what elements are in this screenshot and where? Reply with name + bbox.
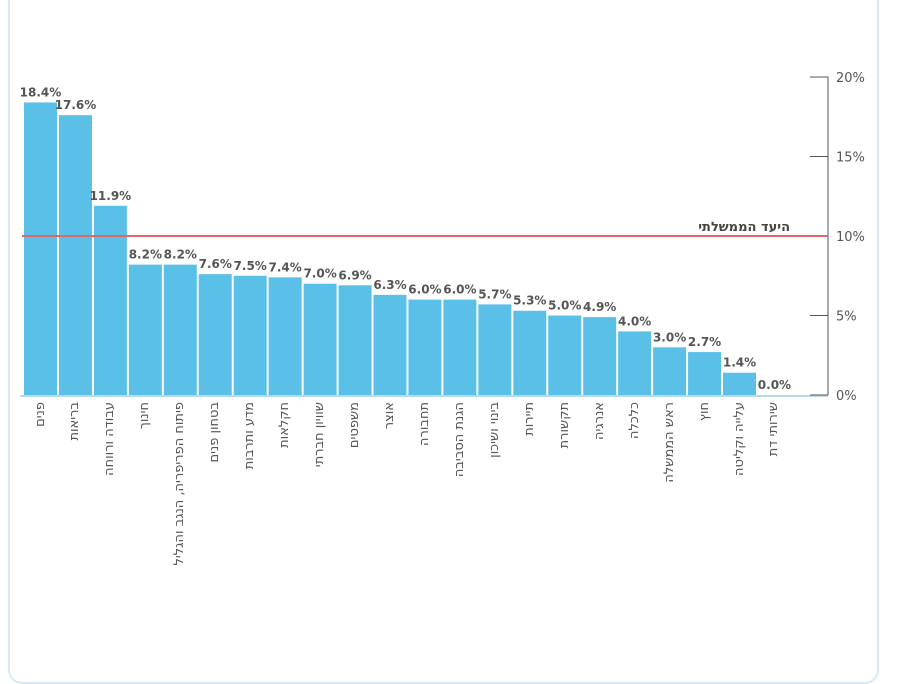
category-label: שוויון חברתי — [312, 402, 328, 468]
category-label: בטחון פנים — [207, 402, 223, 463]
category-label: משפטים — [347, 402, 363, 449]
category-label: פיתוח הפריפריה, הנגב והגליל — [172, 402, 188, 566]
value-label: 5.0% — [548, 299, 581, 313]
category-label: כלכלה — [626, 402, 642, 440]
value-label: 18.4% — [20, 85, 62, 99]
bar — [443, 299, 477, 395]
bar — [303, 283, 337, 395]
category-label: עלייה וקליטה — [731, 402, 747, 476]
category-label: הגנת הסביבה — [451, 402, 467, 478]
value-label: 1.4% — [723, 356, 756, 370]
target-line-label: היעד הממשלתי — [698, 220, 790, 235]
y-tick-label: 0% — [836, 389, 857, 404]
category-label: תיירות — [521, 402, 537, 436]
category-label: אנרגיה — [591, 402, 607, 440]
value-label: 3.0% — [653, 330, 686, 344]
category-label: תקשורת — [556, 402, 572, 449]
value-label: 7.6% — [199, 257, 232, 271]
bar — [58, 115, 92, 395]
bar — [233, 275, 267, 395]
bar — [653, 347, 687, 395]
bar — [373, 294, 407, 395]
category-label: ראש הממשלה — [661, 402, 677, 483]
value-label: 6.0% — [443, 283, 476, 297]
value-label: 4.9% — [583, 300, 616, 314]
value-label: 17.6% — [55, 98, 97, 112]
bar — [128, 264, 162, 395]
value-label: 8.2% — [129, 248, 162, 262]
bar — [93, 205, 127, 395]
value-label: 7.5% — [234, 259, 267, 273]
value-label: 5.7% — [478, 287, 511, 301]
category-label: פנים — [32, 402, 48, 427]
category-label: חקלאות — [277, 402, 293, 448]
bar — [163, 264, 197, 395]
category-label: אוצר — [382, 402, 397, 430]
value-label: 2.7% — [688, 335, 721, 349]
value-label: 6.0% — [408, 283, 441, 297]
category-label: שירותי דת — [766, 402, 782, 457]
value-label: 5.3% — [513, 294, 546, 308]
bar — [583, 317, 617, 395]
category-label: חינוך — [137, 402, 153, 430]
value-label: 8.2% — [164, 248, 197, 262]
category-label: בינוי ושיכון — [486, 402, 502, 458]
bar — [688, 352, 722, 395]
value-label: 6.9% — [338, 268, 371, 282]
category-label: עבודה ורווחה — [102, 402, 118, 476]
category-label: תחבורה — [416, 402, 432, 446]
bar — [268, 277, 302, 395]
value-label: 6.3% — [373, 278, 406, 292]
bar — [618, 331, 652, 395]
y-tick-label: 20% — [836, 71, 865, 86]
y-tick-label: 5% — [836, 310, 857, 325]
value-label: 7.4% — [269, 260, 302, 274]
bar — [478, 304, 512, 395]
category-label: חוץ — [696, 402, 712, 422]
bar — [198, 274, 232, 395]
bar — [338, 285, 372, 395]
bar-chart: 18.4%17.6%11.9%8.2% 8.2%7.6% 7.5% 7.4% 7.0% 6… — [20, 71, 865, 404]
bar — [723, 372, 756, 395]
y-tick-label: 10% — [836, 230, 865, 245]
bar — [548, 315, 582, 395]
value-label: 4.0% — [618, 314, 651, 328]
bar — [408, 299, 442, 395]
value-label: 0.0% — [758, 378, 791, 392]
bar — [24, 102, 57, 395]
category-label: בריאות — [67, 402, 83, 441]
value-label: 11.9% — [90, 189, 132, 203]
y-tick-label: 15% — [836, 151, 865, 166]
category-label: מדע ותרבות — [242, 402, 258, 470]
value-label: 7.0% — [303, 267, 336, 281]
bar — [513, 310, 547, 395]
